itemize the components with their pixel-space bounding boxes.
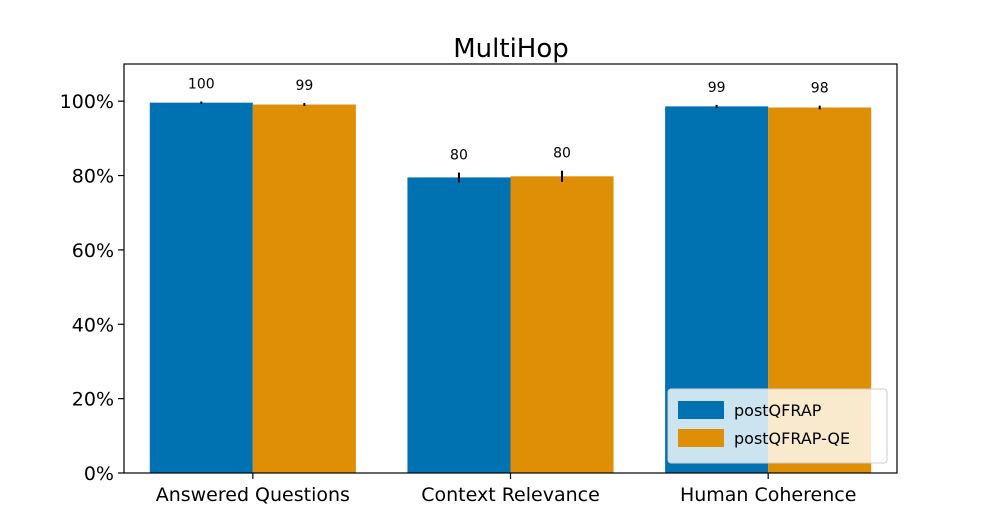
bar: [252, 104, 356, 473]
legend-swatch: [678, 401, 724, 419]
data-label: 80: [553, 146, 571, 162]
chart-title: MultiHop: [453, 34, 569, 64]
bar: [510, 176, 614, 473]
y-tick-label: 60%: [72, 240, 114, 262]
data-label: 99: [708, 80, 726, 96]
bar: [149, 102, 253, 473]
y-axis: 0% 20% 40% 60% 80% 100%: [60, 91, 124, 485]
x-tick-label: Context Relevance: [421, 484, 600, 506]
bar: [407, 177, 511, 473]
y-tick-label: 20%: [72, 389, 114, 411]
legend-swatch: [678, 429, 724, 447]
x-tick-label: Human Coherence: [680, 484, 856, 506]
y-tick-label: 100%: [60, 91, 114, 113]
x-tick-label: Answered Questions: [156, 484, 350, 506]
legend-label: postQFRAP-QE: [734, 429, 850, 448]
x-axis: Answered Questions Context Relevance Human…: [156, 473, 856, 506]
legend-label: postQFRAP: [734, 401, 822, 420]
y-tick-label: 40%: [72, 314, 114, 336]
legend: postQFRAP postQFRAP-QE: [667, 388, 888, 464]
data-label: 100: [188, 77, 215, 93]
data-label: 80: [450, 148, 468, 164]
data-label: 98: [811, 81, 829, 97]
data-label: 99: [295, 78, 313, 94]
y-tick-label: 0%: [84, 463, 114, 485]
y-tick-label: 80%: [72, 166, 114, 188]
